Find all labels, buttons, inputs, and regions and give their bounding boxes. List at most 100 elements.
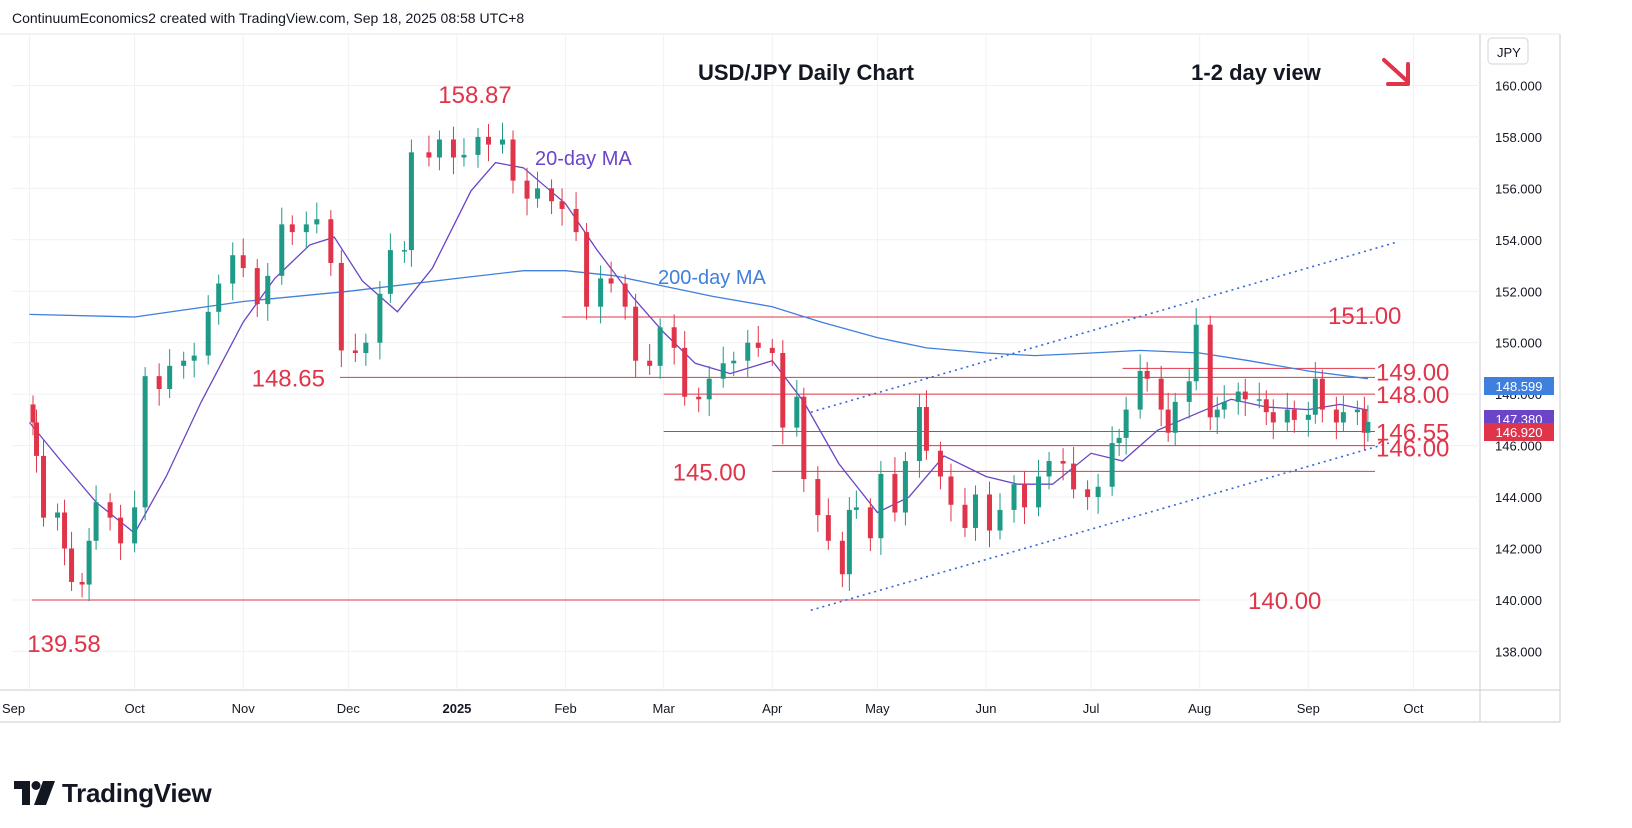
candle-body [485,136,491,145]
candle-body [647,360,653,366]
candle-body [1165,409,1171,433]
candle-body [1085,489,1091,498]
candle-body [303,224,309,233]
level-label: 140.00 [1248,588,1321,615]
time-tick-label: Dec [337,701,361,716]
candle-body [254,268,260,305]
candle-body [1158,378,1164,410]
candle-body [142,376,148,508]
candle-body [1071,463,1077,490]
candle-body [1214,409,1220,418]
candle-body [1305,414,1311,420]
candle-body [181,360,187,366]
time-tick-label: Oct [1403,701,1424,716]
candle-body [265,275,271,305]
candle-body [1207,324,1213,418]
candle-body [1354,409,1360,413]
candle-body [584,232,590,307]
candle-body [363,342,369,353]
candle-body [1263,399,1269,413]
time-axis[interactable]: Sep Oct Nov Dec 2025 Feb Mar Apr May Jun Jul Aug Sep… [2,701,1424,716]
price-tick-label: 146.000 [1495,439,1542,454]
annotation-label: 158.87 [438,82,511,109]
price-badge-label: 148.599 [1496,379,1543,394]
candle-body [500,139,506,145]
price-tick-label: 144.000 [1495,490,1542,505]
channel-lower-line [810,442,1390,612]
candle-body [846,509,852,575]
candle-body [426,152,432,158]
price-tick-label: 142.000 [1495,542,1542,557]
tradingview-logo[interactable]: TradingView [14,775,212,811]
trend-channel [810,241,1397,612]
candle-body [450,139,456,158]
candle-body [62,512,68,549]
down-right-arrow-icon [1382,58,1410,86]
time-tick-label: Apr [762,701,783,716]
candle-body [510,139,516,181]
price-badge [1484,423,1554,441]
annotation-label: 139.58 [27,631,100,658]
candle-body [867,507,873,539]
candle-body [387,250,393,294]
candle-body [573,208,579,233]
level-label: 146.00 [1376,436,1449,463]
time-tick-label: Jun [976,701,997,716]
candle-body [720,363,726,379]
candle-body [352,350,358,353]
candle-body [780,352,786,428]
candle-body [535,188,541,199]
candle-body [1291,409,1297,420]
price-badge-label: 146.920 [1496,425,1543,440]
level-label: 149.00 [1376,359,1449,386]
candle-body [79,581,85,585]
time-tick-label: Feb [554,701,576,716]
candle-body [745,342,751,361]
candle-body [1144,371,1150,379]
candle-body [1340,412,1346,423]
candle-body [1109,443,1115,487]
candle-body [338,262,344,351]
candle-body [598,278,604,307]
candle-body [377,293,383,343]
candlestick-series [30,122,1371,602]
annotation-label: 200-day MA [658,267,766,289]
candle-body [408,152,414,251]
time-tick-label: Sep [1297,701,1320,716]
candle-body [156,376,162,390]
candle-body [671,327,677,348]
time-tick-label: May [865,701,890,716]
candle-body [769,347,775,353]
time-tick-label: 2025 [442,701,471,716]
candle-body [41,455,47,518]
candle-body [86,540,92,585]
candle-body [107,502,113,518]
candle-body [657,327,663,366]
price-badge [1484,377,1554,395]
price-tick-label: 152.000 [1495,284,1542,299]
candle-body [1365,421,1371,433]
candle-body [1221,401,1227,410]
chart-grid [0,33,1561,723]
currency-label: JPY [1497,45,1521,60]
price-tick-label: 154.000 [1495,233,1542,248]
tradingview-logo-icon [14,781,55,805]
candle-body [1312,378,1318,415]
candle-body [524,180,530,199]
price-tick-label: 150.000 [1495,336,1542,351]
candle-body [30,404,36,423]
candle-body [93,502,99,541]
candle-body [853,507,859,510]
candle-body [801,396,807,480]
candle-body [240,255,246,269]
time-tick-label: Mar [652,701,675,716]
price-axis[interactable]: 160.000 158.000 156.000 154.000 152.000 150.0… [1484,37,1554,659]
view-label: 1-2 day view [1191,60,1322,85]
candle-body [916,407,922,462]
candle-body [878,473,884,539]
candle-body [559,201,565,209]
candle-body [633,306,639,361]
candle-body [997,509,1003,531]
candle-body [436,139,442,158]
